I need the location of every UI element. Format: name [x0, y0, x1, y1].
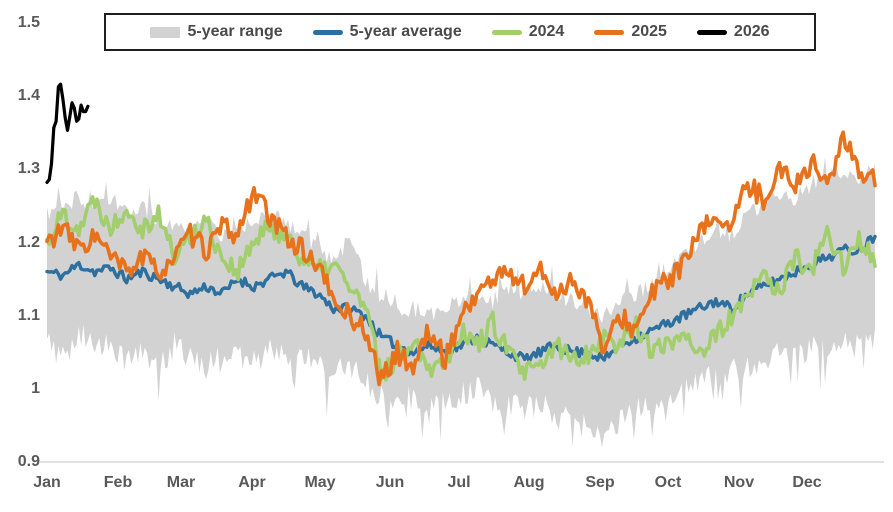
legend-item-5-year-range: 5-year range — [150, 23, 283, 41]
y-tick-label: 0.9 — [17, 453, 40, 470]
series-2024-line — [45, 195, 877, 382]
x-tick-label-mar: Mar — [166, 474, 196, 491]
legend-label: 5-year range — [187, 23, 283, 40]
series-2025-line — [45, 130, 877, 387]
y-tick-label: 1.2 — [17, 234, 40, 251]
x-tick-label-apr: Apr — [238, 474, 266, 491]
average-swatch-icon — [312, 29, 343, 35]
legend-item-2026: 2026 — [696, 23, 770, 41]
series-2026-swatch-icon — [696, 29, 727, 35]
legend-label: 2024 — [528, 23, 565, 40]
legend-item-2024: 2024 — [491, 23, 565, 41]
legend-item-2025: 2025 — [594, 23, 667, 41]
series-2026-line — [45, 82, 90, 184]
x-tick-label-jun: Jun — [375, 474, 405, 491]
legend-label: 5-year average — [349, 23, 462, 40]
legend-label: 2025 — [631, 23, 667, 40]
five-year-range-band — [47, 157, 875, 448]
legend: 5-year range 5-year average 2024 2025 20… — [104, 13, 816, 51]
x-tick-label-dec: Dec — [792, 474, 822, 491]
y-tick-label: 1 — [31, 380, 40, 397]
series-2025-swatch-icon — [594, 29, 625, 35]
range-swatch-icon — [150, 26, 181, 38]
x-tick-label-jan: Jan — [33, 474, 61, 491]
x-tick-label-sep: Sep — [585, 474, 615, 491]
y-tick-label: 1.3 — [17, 160, 40, 177]
x-tick-label-nov: Nov — [723, 474, 755, 491]
legend-label: 2026 — [733, 23, 770, 40]
y-tick-label: 1.4 — [17, 87, 40, 104]
x-tick-label-oct: Oct — [654, 474, 682, 491]
y-tick-label: 1.5 — [17, 14, 40, 31]
x-tick-label-jul: Jul — [447, 474, 471, 491]
x-tick-label-aug: Aug — [513, 474, 545, 491]
x-tick-label-may: May — [304, 474, 336, 491]
series-2024-swatch-icon — [491, 29, 522, 35]
legend-item-5-year-average: 5-year average — [312, 23, 462, 41]
y-tick-label: 1.1 — [17, 307, 40, 324]
x-tick-label-feb: Feb — [103, 474, 133, 491]
